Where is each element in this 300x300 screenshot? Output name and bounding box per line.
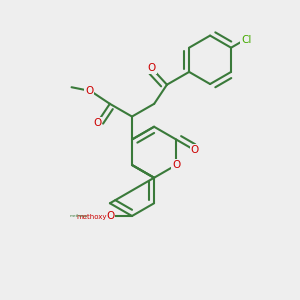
Text: O: O xyxy=(172,160,180,170)
Text: O: O xyxy=(93,118,101,128)
Text: O: O xyxy=(106,211,114,221)
Text: Cl: Cl xyxy=(242,35,252,45)
Text: O: O xyxy=(191,145,199,155)
Text: methoxy: methoxy xyxy=(70,214,88,218)
Text: O: O xyxy=(148,63,156,73)
Text: methoxy: methoxy xyxy=(76,214,106,220)
Text: O: O xyxy=(85,86,93,96)
